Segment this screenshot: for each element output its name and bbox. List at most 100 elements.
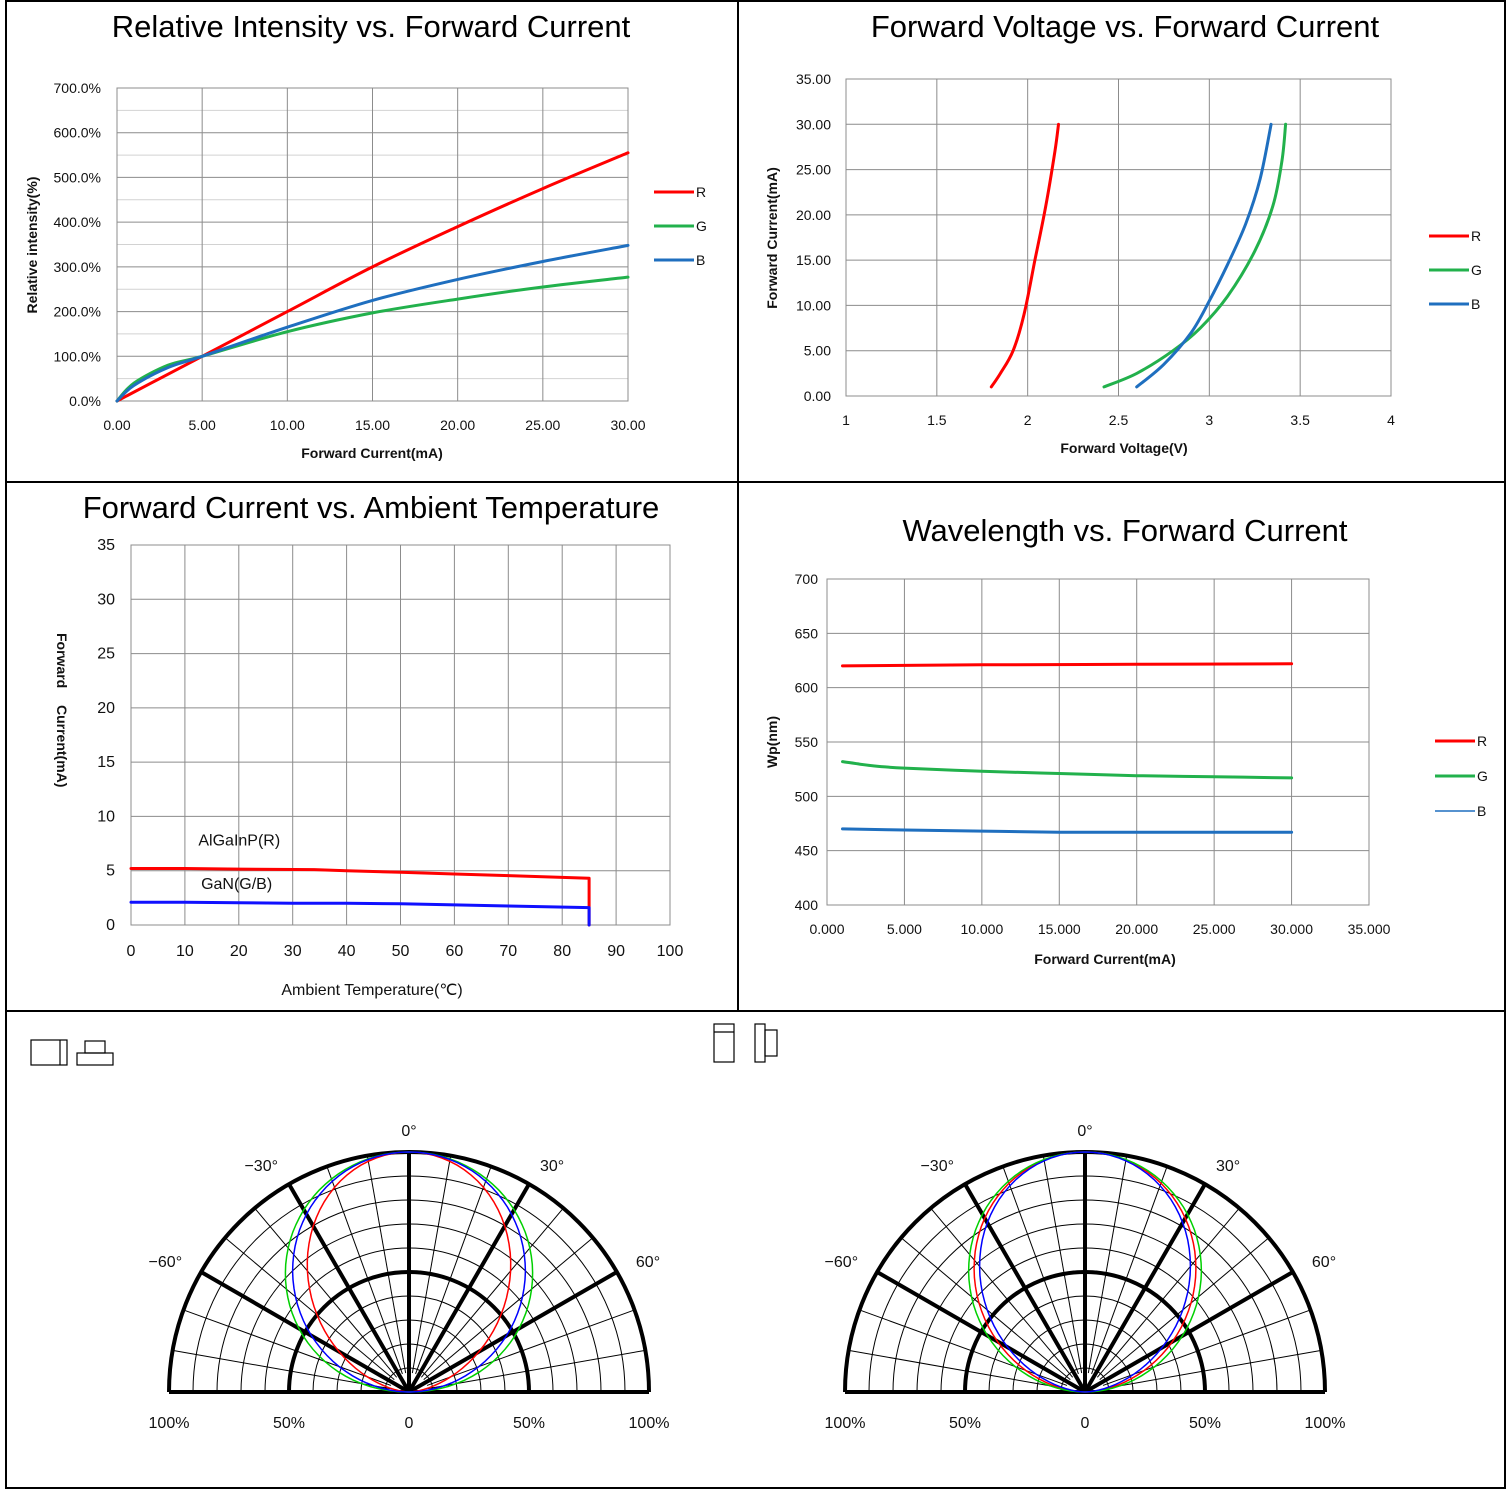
y-tick-label: 500	[795, 788, 819, 804]
angle-label-0: 0°	[1077, 1123, 1092, 1140]
radial-label: 0	[405, 1415, 414, 1432]
package-side-base-icon	[76, 1052, 114, 1066]
polar-spoke	[224, 1237, 395, 1381]
y-tick-label: 700	[795, 571, 819, 587]
legend-label-b: B	[1477, 803, 1486, 819]
polar-chart-left: 0° −30° 30° −60° 60° 100% 50% 0 50% 100%	[149, 1123, 670, 1432]
x-tick-label: 35.000	[1348, 921, 1391, 937]
x-tick-label: 4	[1387, 412, 1395, 428]
series-line-g	[115, 275, 630, 403]
polar-spoke	[859, 1309, 1068, 1386]
y-tick-label: 100.0%	[54, 348, 101, 364]
intensity-chart: Relative Intensity vs. Forward Current 0.…	[24, 9, 707, 461]
y-tick-label: 20.00	[796, 207, 831, 223]
y-tick-label: 600	[795, 680, 819, 696]
polar-spoke	[1103, 1349, 1322, 1390]
angle-label-30: 30°	[1216, 1158, 1240, 1175]
y-tick-label: 450	[795, 843, 819, 859]
plot-area	[826, 578, 1370, 906]
polar-series-b	[291, 1151, 527, 1393]
y-tick-label: 30	[97, 591, 115, 608]
x-axis-label: Ambient Temperature(℃)	[281, 982, 462, 999]
plot-area	[845, 78, 1392, 397]
x-tick-label: 60	[446, 943, 464, 960]
legend-label-g: G	[1477, 768, 1488, 784]
y-tick-label: 15	[97, 754, 115, 771]
series-line-r	[115, 151, 630, 403]
polar-arc	[336, 1319, 482, 1393]
page-frame	[5, 0, 1506, 1489]
x-tick-label: 50	[392, 943, 410, 960]
x-tick-label: 40	[338, 943, 356, 960]
angle-label-minus60: −60°	[825, 1254, 859, 1271]
y-tick-label: 35	[97, 537, 115, 554]
angle-label-0: 0°	[401, 1123, 416, 1140]
x-tick-label: 2.5	[1109, 412, 1129, 428]
package-side-icons	[30, 1039, 114, 1066]
series-line-gangb	[129, 900, 591, 927]
radial-label: 0	[1081, 1415, 1090, 1432]
y-axis-label-part1: Forward	[54, 633, 70, 688]
legend-label-g: G	[696, 218, 707, 234]
package-end-base-icon	[754, 1023, 766, 1063]
y-tick-label: 300.0%	[54, 259, 101, 275]
annotation-gan: GaN(G/B)	[201, 876, 272, 893]
y-axis-label: Forward Current(mA)	[764, 167, 780, 309]
radial-label: 50%	[273, 1415, 305, 1432]
x-tick-label: 30	[284, 943, 302, 960]
radial-label: 50%	[1189, 1415, 1221, 1432]
y-tick-label: 500.0%	[54, 169, 101, 185]
polar-spoke	[427, 1349, 646, 1390]
polar-arc	[287, 1270, 531, 1393]
y-axis-label-part2: Current(mA)	[54, 705, 70, 787]
x-tick-label: 5.000	[887, 921, 922, 937]
x-tick-label: 30.000	[1270, 921, 1313, 937]
package-end-dome-icon	[764, 1029, 778, 1057]
x-tick-label: 20	[230, 943, 248, 960]
annotation-algainp: AlGaInP(R)	[198, 833, 280, 850]
polar-spoke	[848, 1349, 1067, 1390]
legend-label-r: R	[1477, 733, 1487, 749]
polar-spoke	[183, 1309, 392, 1386]
x-tick-label: 10.000	[960, 921, 1003, 937]
polar-arc	[384, 1367, 434, 1393]
x-tick-label: 70	[499, 943, 517, 960]
y-axis-label: Wp(nm)	[764, 716, 780, 768]
y-tick-label: 600.0%	[54, 125, 101, 141]
chart-title: Wavelength vs. Forward Current	[902, 513, 1347, 548]
x-tick-label: 20.000	[1115, 921, 1158, 937]
x-tick-label: 15.000	[1038, 921, 1081, 937]
legend-label-b: B	[696, 252, 705, 268]
polar-spoke	[326, 1166, 403, 1375]
y-tick-label: 550	[795, 734, 819, 750]
series-line-b	[115, 243, 630, 403]
polar-arc	[963, 1270, 1207, 1393]
radial-label: 100%	[629, 1415, 670, 1432]
polar-spoke	[1087, 1155, 1128, 1374]
polar-spoke	[900, 1237, 1071, 1381]
chart-title: Forward Voltage vs. Forward Current	[871, 9, 1380, 44]
y-tick-label: 10.00	[796, 297, 831, 313]
x-tick-label: 25.00	[525, 417, 560, 433]
polar-arc	[216, 1199, 602, 1393]
polar-spoke	[1042, 1155, 1083, 1374]
x-tick-label: 3	[1205, 412, 1213, 428]
polar-panel: 0° −30° 30° −60° 60° 100% 50% 0 50% 100% 0° −30° 30°…	[5, 1012, 1506, 1489]
radial-label: 50%	[949, 1415, 981, 1432]
angle-label-60: 60°	[636, 1254, 660, 1271]
polar-arc	[940, 1247, 1230, 1393]
polar-arc	[1012, 1319, 1158, 1393]
series-line-r	[841, 662, 1294, 668]
polar-arc	[892, 1199, 1278, 1393]
x-tick-label: 90	[607, 943, 625, 960]
y-tick-label: 15.00	[796, 252, 831, 268]
radial-label: 100%	[149, 1415, 190, 1432]
polar-arc	[1060, 1367, 1110, 1393]
radial-label: 50%	[513, 1415, 545, 1432]
x-tick-label: 30.00	[610, 417, 645, 433]
legend-label-g: G	[1471, 262, 1482, 278]
polar-chart-right: 0° −30° 30° −60° 60° 100% 50% 0 50% 100%	[825, 1123, 1346, 1432]
x-axis-label: Forward Current(mA)	[301, 445, 443, 461]
polar-spoke	[1099, 1237, 1270, 1381]
polar-arc	[1036, 1343, 1134, 1393]
